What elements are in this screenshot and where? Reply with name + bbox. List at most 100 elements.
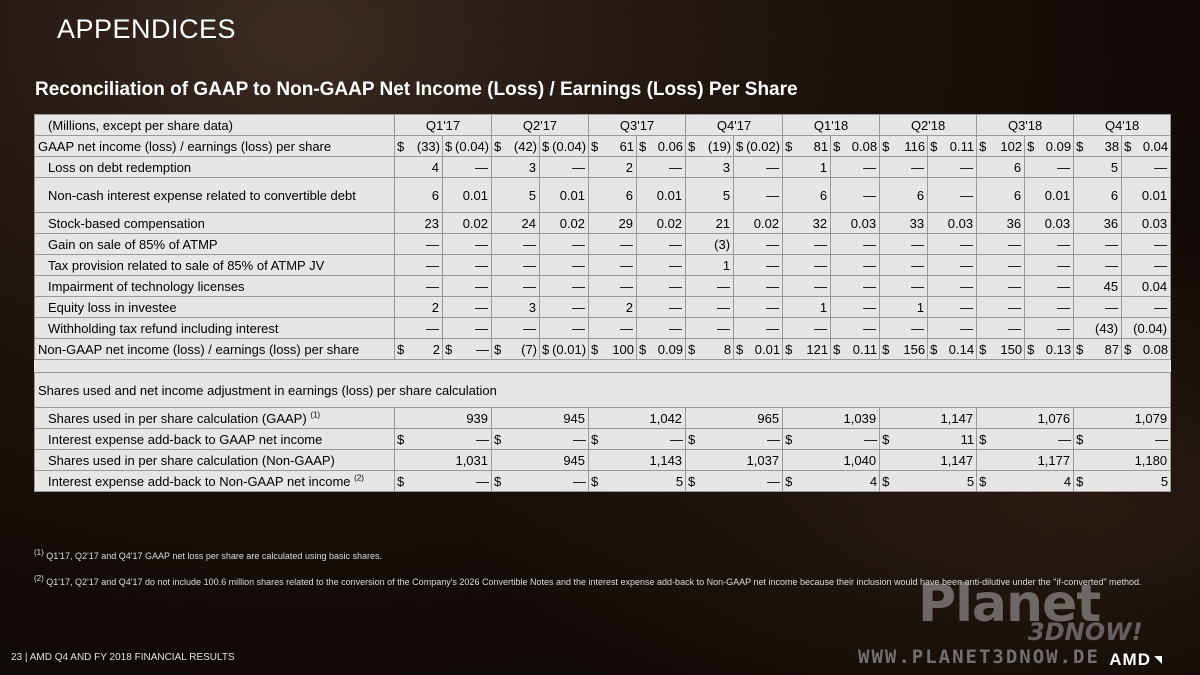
- table-cell: —: [441, 233, 493, 255]
- table-cell: —: [1024, 254, 1075, 276]
- table-cell: —: [976, 296, 1026, 318]
- currency-symbol: $: [688, 431, 696, 447]
- table-cell: $11: [879, 428, 978, 450]
- row-label: Tax provision related to sale of 85% of …: [34, 254, 395, 276]
- table-cell: —: [1121, 296, 1172, 318]
- table-cell: $ (33): [394, 135, 443, 157]
- table-cell: —: [394, 233, 443, 255]
- table-cell: $0.11: [830, 338, 881, 360]
- table-cell: $ (0.04): [539, 135, 590, 157]
- table-cell: —: [927, 156, 978, 178]
- quarter-header: Q1'18: [782, 114, 881, 136]
- table-cell: —: [685, 275, 735, 297]
- row-label: Non-GAAP net income (loss) / earnings (l…: [34, 338, 395, 360]
- table-cell: —: [927, 317, 978, 339]
- cell-value: (33): [416, 138, 440, 154]
- table-cell: —: [976, 275, 1026, 297]
- row-label: Loss on debt redemption: [34, 156, 395, 178]
- table-cell: —: [1073, 233, 1123, 255]
- cell-value: 0.09: [657, 341, 684, 357]
- table-cell: 0.02: [636, 212, 687, 234]
- table-cell: 5: [1073, 156, 1123, 178]
- cell-value: 2: [432, 341, 440, 357]
- watermark-url: WWW.PLANET3DNOW.DE: [858, 646, 1100, 668]
- table-cell: —: [1073, 296, 1123, 318]
- cell-value: 38: [1104, 138, 1120, 154]
- table-cell: $ —: [393, 428, 493, 450]
- cell-value: 150: [1000, 341, 1023, 357]
- table-cell: 5: [491, 177, 541, 213]
- currency-symbol: $: [542, 138, 550, 154]
- table-cell: 0.01: [1024, 177, 1075, 213]
- table-cell: —: [733, 254, 784, 276]
- table-cell: 1,147: [879, 407, 978, 429]
- cell-value: 0.08: [851, 138, 878, 154]
- table-cell: —: [539, 156, 590, 178]
- row-label: GAAP net income (loss) / earnings (loss)…: [34, 135, 395, 157]
- table-cell: —: [830, 233, 881, 255]
- currency-symbol: $: [494, 138, 502, 154]
- row-label: Impairment of technology licenses: [34, 275, 395, 297]
- table-cell: 0.01: [539, 177, 590, 213]
- table-cell: —: [636, 156, 687, 178]
- table-cell: —: [976, 254, 1026, 276]
- cell-value: —: [573, 431, 587, 447]
- watermark-brand: Planet: [918, 574, 1101, 634]
- table-cell: $ (7): [491, 338, 541, 360]
- table-cell: —: [976, 317, 1026, 339]
- table-cell: 1,079: [1073, 407, 1172, 429]
- currency-symbol: $: [397, 138, 405, 154]
- planet3dnow-watermark: Planet 3DNOW! WWW.PLANET3DNOW.DE: [858, 574, 1188, 674]
- table-cell: 29: [588, 212, 638, 234]
- row-label: Gain on sale of 85% of ATMP: [34, 233, 395, 255]
- table-cell: —: [927, 296, 978, 318]
- table-row: Equity loss in investee 2—3—2— — —1—1— — — — —: [34, 296, 1172, 318]
- row-label-text: Shares used in per share calculation (GA…: [48, 410, 307, 426]
- cell-value: —: [1058, 431, 1072, 447]
- table-cell: —: [733, 317, 784, 339]
- table-cell: 6: [976, 156, 1026, 178]
- table-cell: —: [636, 233, 687, 255]
- currency-symbol: $: [1124, 341, 1132, 357]
- table-cell: 1,042: [588, 407, 687, 429]
- table-cell: $4: [976, 470, 1075, 492]
- header-label: (Millions, except per share data): [34, 114, 395, 136]
- table-cell: —: [927, 233, 978, 255]
- watermark-sub: 3DNOW!: [1028, 618, 1143, 646]
- table-cell: $ —: [491, 428, 590, 450]
- table-cell: $81: [782, 135, 832, 157]
- currency-symbol: $: [494, 431, 502, 447]
- table-cell: 1,177: [976, 449, 1075, 471]
- cell-value: —: [476, 341, 490, 357]
- footnote-1: (1) Q1'17, Q2'17 and Q4'17 GAAP net loss…: [34, 548, 382, 562]
- cell-value: 0.13: [1045, 341, 1072, 357]
- table-cell: —: [539, 296, 590, 318]
- quarter-header: Q4'17: [685, 114, 784, 136]
- table-cell: $ (42): [491, 135, 541, 157]
- table-cell: $100: [588, 338, 638, 360]
- table-cell: —: [1121, 254, 1172, 276]
- table-cell: 6: [976, 177, 1026, 213]
- table-cell: —: [441, 254, 493, 276]
- cell-value: —: [670, 431, 684, 447]
- table-cell: 3: [491, 296, 541, 318]
- cell-value: 81: [813, 138, 829, 154]
- currency-symbol: $: [1076, 431, 1084, 447]
- table-cell: —: [830, 177, 881, 213]
- cell-value: 87: [1104, 341, 1120, 357]
- table-cell: —: [441, 156, 493, 178]
- currency-symbol: $: [785, 473, 793, 489]
- cell-value: 102: [1000, 138, 1023, 154]
- table-cell: 6: [394, 177, 443, 213]
- table-cell: —: [830, 296, 881, 318]
- table-cell: 6: [879, 177, 929, 213]
- table-cell: $156: [879, 338, 929, 360]
- shares-section-row: Shares used and net income adjustment in…: [33, 372, 1172, 408]
- cell-value: (7): [521, 341, 538, 357]
- row-label: Interest expense add-back to Non-GAAP ne…: [34, 470, 395, 492]
- table-cell: —: [733, 156, 784, 178]
- table-cell: 945: [491, 407, 590, 429]
- table-cell: —: [394, 317, 443, 339]
- shares-section-label: Shares used and net income adjustment in…: [33, 372, 1172, 408]
- currency-symbol: $: [1027, 138, 1035, 154]
